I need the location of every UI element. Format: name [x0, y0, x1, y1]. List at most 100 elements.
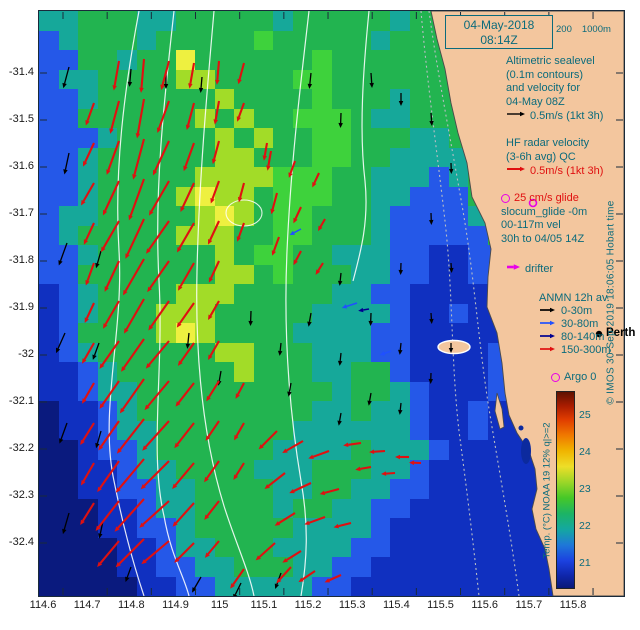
sst-cell: [39, 50, 59, 70]
red-arrow-glyph: [507, 166, 525, 172]
hf-radar-velocity-arrow: [276, 566, 292, 584]
sst-cell: [39, 284, 59, 304]
sst-cell: [448, 147, 468, 167]
sst-cell: [175, 401, 195, 421]
hf-radar-velocity-arrow: [85, 102, 95, 126]
sst-cell: [390, 225, 410, 245]
sst-cell: [195, 323, 215, 343]
arrow: [507, 111, 525, 117]
hf-radar-velocity-arrow: [230, 568, 245, 589]
sst-cell: [507, 479, 527, 499]
sst-cell: [136, 459, 156, 479]
sst-cell: [273, 69, 293, 89]
anmn-depth-row: 150-300m: [539, 344, 611, 358]
sst-cell: [370, 147, 390, 167]
sst-cell: [292, 557, 312, 577]
sst-cell: [292, 206, 312, 226]
sst-cell: [351, 323, 371, 343]
sst-cell: [78, 69, 98, 89]
sst-cell: [234, 167, 254, 187]
sst-cell: [370, 167, 390, 187]
sst-cell: [409, 186, 429, 206]
sst-cell: [331, 362, 351, 382]
hf-radar-velocity-arrow: [282, 440, 304, 453]
anmn-depth-label: 0-30m: [561, 305, 593, 318]
sst-cell: [253, 362, 273, 382]
sst-cell: [195, 245, 215, 265]
y-axis-tick-label: -31.4: [8, 66, 34, 78]
sst-cell: [468, 303, 488, 323]
sst-cell: [409, 284, 429, 304]
sst-cell: [58, 420, 78, 440]
sst-cell: [39, 498, 59, 518]
hf-radar-velocity-arrow: [324, 574, 342, 583]
altimetric-velocity-arrow: [338, 112, 343, 128]
sst-cell: [370, 479, 390, 499]
sst-cell: [234, 342, 254, 362]
sst-cell: [292, 147, 312, 167]
sst-cell: [136, 401, 156, 421]
anmn-arrow-icon: [539, 305, 557, 320]
sst-cell: [195, 167, 215, 187]
black-arrow-glyph: [507, 111, 525, 117]
sst-cell: [39, 362, 59, 382]
hf-radar-velocity-arrow: [172, 462, 195, 490]
sst-cell: [526, 576, 546, 596]
sst-cell: [390, 108, 410, 128]
black-arrow-icon: [506, 109, 526, 124]
x-axis-tick-label: 114.6: [29, 599, 57, 611]
sst-cell: [156, 225, 176, 245]
hf-radar-velocity-arrow: [236, 222, 245, 242]
sst-cell: [39, 557, 59, 577]
sst-cell: [156, 167, 176, 187]
sst-cell: [97, 323, 117, 343]
sst-cell: [58, 342, 78, 362]
sst-cell: [78, 401, 98, 421]
sst-cell: [58, 401, 78, 421]
arrow: [540, 333, 555, 338]
altimetric-velocity-arrow: [248, 310, 253, 326]
hf-radar-velocity-arrow: [288, 160, 296, 178]
sst-cell: [351, 576, 371, 596]
sst-cell: [136, 50, 156, 70]
sst-cell: [312, 284, 332, 304]
sst-cell: [136, 362, 156, 382]
sst-cell: [370, 225, 390, 245]
sst-cell: [351, 420, 371, 440]
hf-radar-velocity-arrow: [318, 218, 326, 232]
hf-radar-velocity-arrow: [160, 60, 171, 90]
sst-cell: [58, 537, 78, 557]
sst-cell: [214, 245, 234, 265]
sst-cell: [234, 323, 254, 343]
hf-radar-velocity-arrow: [409, 460, 422, 466]
sst-cell: [331, 401, 351, 421]
time-text: 08:14Z: [480, 33, 518, 47]
sst-cell: [312, 147, 332, 167]
sst-cell: [390, 537, 410, 557]
sst-cell: [312, 50, 332, 70]
sst-cell: [156, 362, 176, 382]
sst-cell: [234, 479, 254, 499]
sst-cell: [390, 420, 410, 440]
altimetric-velocity-arrow: [59, 422, 68, 444]
sst-cell: [58, 264, 78, 284]
sst-cell: [39, 518, 59, 538]
rottnest-island: [437, 339, 471, 355]
altimetric-velocity-arrow: [429, 112, 434, 126]
hf-radar-velocity-arrow: [85, 262, 95, 286]
hf-radar-velocity-arrow: [233, 462, 245, 480]
sst-cell: [429, 89, 449, 109]
sst-cell: [409, 128, 429, 148]
sst-cell: [39, 440, 59, 460]
sst-cell: [39, 420, 59, 440]
sst-cell: [468, 440, 488, 460]
sst-cell: [312, 518, 332, 538]
sst-cell: [117, 323, 137, 343]
sst-cell: [214, 342, 234, 362]
sst-cell: [351, 479, 371, 499]
sst-cell: [214, 284, 234, 304]
x-axis-tick-label: 114.8: [117, 599, 145, 611]
sst-cell: [429, 420, 449, 440]
sst-cell: [97, 342, 117, 362]
